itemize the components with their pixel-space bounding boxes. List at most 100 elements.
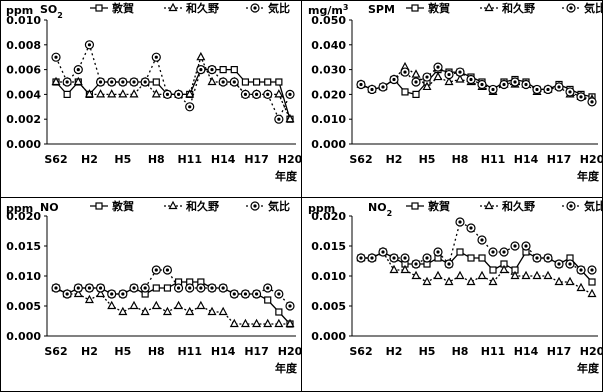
legend-entry: 敦賀 [428,1,450,15]
point-circle-dot [392,256,396,260]
point-square [588,278,596,286]
point-circle-dot [569,6,573,10]
point-triangle [411,270,421,280]
point-circle-dot [221,286,225,290]
point-circle-dot [132,80,136,84]
y-tick-label: 0.020 [311,88,346,101]
point-circle-dot [513,80,517,84]
point-triangle [274,89,284,98]
point-circle-dot [469,77,473,82]
series-line-triangle [56,55,291,120]
x-tick-label: H14 [211,345,236,358]
point-triangle [285,318,295,328]
y-tick-label: 0.006 [6,64,41,77]
point-circle-dot [176,92,181,96]
series-line-circle [55,42,291,121]
point-square [219,65,227,74]
point-circle-dot [403,256,407,260]
point-circle-dot [414,262,418,266]
y-tick-label: 0.015 [311,240,346,253]
x-tick-label: H20 [580,153,603,166]
point-square [478,254,486,262]
y-tick-label: 0.008 [6,39,41,52]
point-circle-dot [221,80,225,84]
x-axis-unit-label: 年度 [275,361,298,375]
point-circle-dot [491,87,495,92]
point-triangle [84,89,94,98]
point-circle-dot [436,65,440,69]
point-triangle [455,74,465,83]
point-circle-dot [590,100,594,104]
y-tick-label: 0.030 [311,64,346,77]
point-circle-dot [54,55,58,59]
point-triangle [565,276,575,286]
point-circle-dot [210,68,214,72]
point-circle-dot [469,226,473,230]
point-square [95,4,103,12]
point-triangle [207,306,217,316]
y-unit-label: ppm [6,4,33,17]
point-triangle [466,276,476,286]
point-triangle [196,300,206,310]
y-tick-label: 0.010 [311,270,346,283]
x-tick-label: H8 [148,345,165,358]
y-tick-label: 0.020 [6,210,41,223]
y-tick-label: 0.004 [6,88,41,101]
legend-entry: 和久野 [502,199,535,213]
point-triangle [73,76,83,86]
point-triangle [532,270,542,280]
x-tick-label: H11 [481,345,506,358]
point-circle-dot [110,292,114,296]
point-circle-dot [54,286,58,290]
point-square [252,78,261,86]
point-triangle [499,264,509,274]
legend-entry: 気比 [584,1,603,15]
point-circle-dot [253,204,257,208]
point-triangle [168,2,178,12]
x-tick-label: H14 [514,153,539,166]
point-triangle [411,69,421,78]
point-triangle [118,306,128,316]
point-circle-dot [243,292,248,296]
y-tick-label: 0.005 [6,300,41,313]
point-square [411,202,419,210]
point-square [456,248,464,256]
point-circle-dot [425,75,429,79]
point-circle-dot [579,95,583,99]
x-tick-label: H5 [114,345,131,358]
x-tick-label: H14 [514,345,539,358]
legend-entry: 和久野 [186,1,219,15]
x-axis-unit-label: 年度 [577,361,600,375]
point-circle-dot [132,286,136,290]
y-unit-label: ppm [6,202,33,215]
x-tick-label: H17 [547,153,572,166]
y-tick-label: 0.000 [311,330,346,343]
point-circle-dot [370,87,374,92]
point-triangle [488,276,498,286]
point-circle-dot [546,87,550,92]
point-circle-dot [557,85,561,89]
point-triangle [129,89,139,98]
point-circle-dot [266,286,270,290]
x-tick-label: H8 [452,345,469,358]
point-circle-dot [557,262,561,266]
point-triangle [96,288,106,298]
point-circle-dot [458,220,462,224]
x-tick-label: H17 [244,153,269,166]
point-circle-dot [243,92,248,96]
point-circle-dot [266,92,270,96]
point-square [152,284,160,292]
x-axis-unit-label: 年度 [577,169,600,183]
point-circle-dot [590,268,594,272]
x-tick-label: S62 [44,153,67,166]
x-tick-label: H17 [547,345,572,358]
point-circle-dot [359,82,363,87]
point-circle-dot [436,250,440,254]
point-triangle [455,270,465,280]
y-unit-label: ppm [308,202,335,215]
point-circle-dot [199,286,203,290]
x-tick-label: H11 [177,345,202,358]
point-triangle [422,81,432,91]
